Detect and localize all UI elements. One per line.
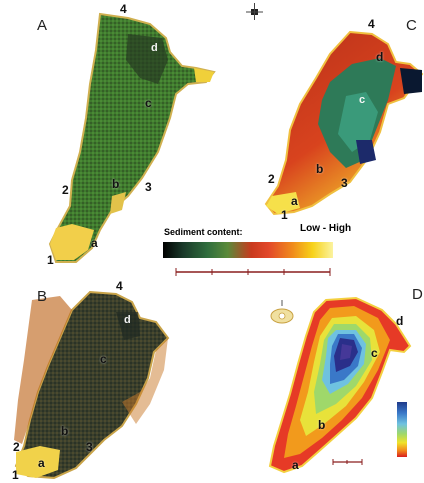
map-panel-a [48,12,216,263]
map-panel-c [264,30,424,216]
point-label-1: 1 [12,468,19,482]
point-label-d: d [151,42,158,54]
point-label-4: 4 [368,17,375,31]
point-label-1: 1 [47,253,54,267]
depth-colorbar [397,402,407,457]
point-label-4: 4 [120,2,127,16]
map-panel-d [268,296,412,474]
point-label-3: 3 [145,180,152,194]
panel-letter-c: C [406,17,417,34]
point-label-2: 2 [62,183,69,197]
point-label-1: 1 [281,208,288,222]
point-label-c: c [145,96,152,110]
panel-letter-a: A [37,17,48,34]
point-label-a: a [292,458,299,472]
point-label-b: b [316,162,324,176]
point-label-b: b [318,418,326,432]
point-label-b: b [112,177,120,191]
panel-letter-d: D [412,286,423,303]
map-panel-b [14,290,170,480]
point-label-a: a [38,456,45,470]
point-label-d: d [376,50,384,64]
point-label-c: c [371,346,378,360]
point-label-3: 3 [86,440,93,454]
legend-colorbar [163,242,333,258]
point-label-c: c [100,352,107,366]
point-label-d: d [396,314,404,328]
point-label-a: a [91,236,98,250]
point-label-a: a [291,194,298,208]
point-label-d: d [124,314,131,326]
point-label-2: 2 [13,440,20,454]
legend-scalebar [175,268,331,276]
point-label-4: 4 [116,279,123,293]
point-label-c: c [359,94,366,106]
legend-title: Sediment content: [164,227,243,237]
point-label-3: 3 [341,176,348,190]
panel-letter-b: B [37,288,48,305]
point-label-2: 2 [268,172,275,186]
point-label-b: b [61,424,69,438]
legend-range: Low - High [300,223,352,234]
north-arrow-icon [246,3,263,20]
depth-marker-icon [270,300,294,324]
